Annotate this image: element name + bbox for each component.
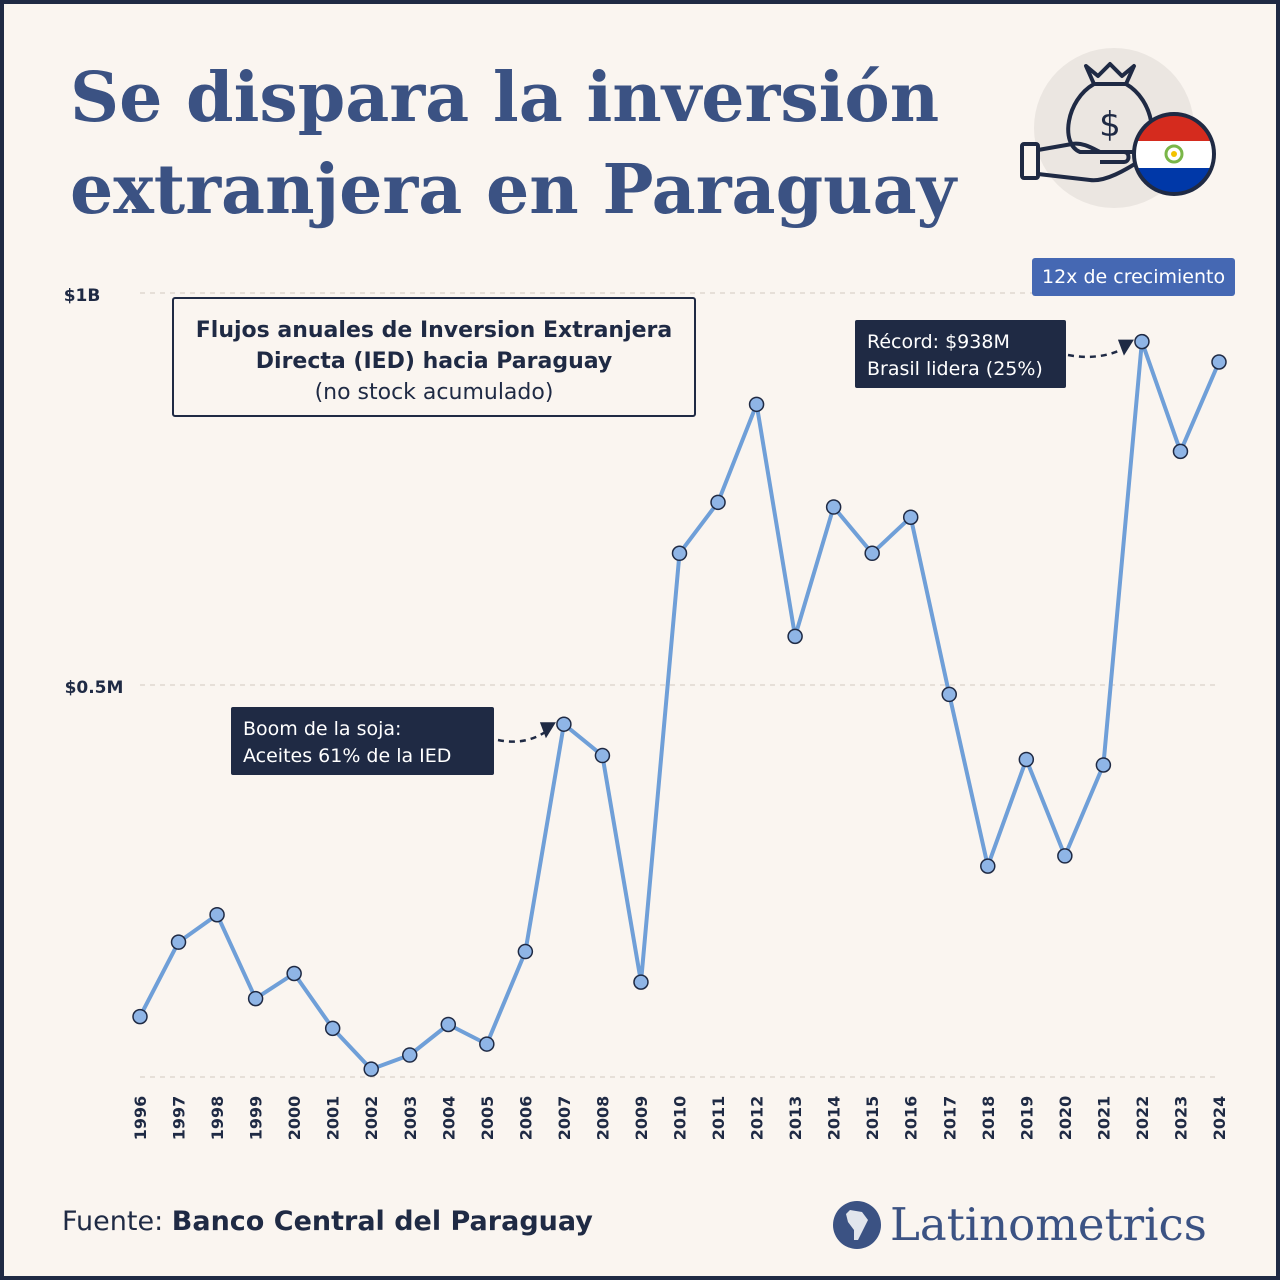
brand-name: Latinometrics <box>890 1198 1207 1251</box>
source-name: Banco Central del Paraguay <box>171 1206 593 1237</box>
data-point <box>556 716 572 732</box>
data-point <box>748 396 765 413</box>
data-point <box>787 628 803 645</box>
x-tick-label: 2015 <box>863 1096 882 1141</box>
x-tick-label: 2007 <box>555 1096 574 1141</box>
soy-callout-arrow <box>497 729 549 743</box>
data-point <box>594 747 611 764</box>
data-point <box>1095 757 1112 773</box>
data-point <box>517 943 534 960</box>
data-point <box>825 499 842 515</box>
data-point <box>440 1016 457 1033</box>
x-tick-label: 2024 <box>1210 1096 1229 1141</box>
x-tick-label: 2014 <box>825 1096 844 1141</box>
x-tick-label: 2022 <box>1133 1096 1152 1141</box>
data-point <box>864 545 880 562</box>
chart-subtitle-box: Flujos anuales de Inversion Extranjera D… <box>172 297 696 417</box>
x-tick-label: 2023 <box>1171 1096 1190 1141</box>
data-point <box>1057 848 1073 864</box>
brand-logo: Latinometrics <box>832 1198 1207 1251</box>
x-tick-label: 2016 <box>902 1096 921 1141</box>
x-tick-label: 1998 <box>208 1096 227 1141</box>
x-tick-label: 2002 <box>362 1096 381 1141</box>
data-point <box>209 906 225 923</box>
title-line-2: extranjera en Paraguay <box>70 150 957 230</box>
data-point <box>902 509 919 525</box>
x-tick-label: 2011 <box>709 1096 728 1141</box>
series-line <box>138 339 1221 1072</box>
data-point <box>324 1020 341 1037</box>
data-point <box>671 545 688 562</box>
x-tick-label: 2019 <box>1017 1096 1036 1141</box>
data-point <box>1172 443 1189 460</box>
x-tick-label: 2006 <box>516 1096 535 1141</box>
x-tick-label: 1996 <box>131 1096 150 1141</box>
title-line-1: Se dispara la inversión <box>70 58 940 138</box>
record-callout-arrow-head <box>1117 339 1134 356</box>
x-tick-label: 2018 <box>979 1096 998 1141</box>
x-tick-label: 2010 <box>671 1096 690 1141</box>
x-tick-label: 1999 <box>247 1096 266 1141</box>
data-point <box>402 1047 418 1063</box>
record-callout-line-1: Récord: $938M <box>867 331 1010 353</box>
data-point <box>286 965 302 982</box>
page-title: Se dispara la inversión extranjera en Pa… <box>70 52 970 236</box>
x-tick-label: 2012 <box>748 1096 767 1141</box>
x-tick-label: 2021 <box>1094 1096 1113 1141</box>
record-callout-arrow <box>1067 346 1127 359</box>
header-illustration: $ <box>1020 48 1220 218</box>
data-point <box>363 1061 379 1077</box>
data-point <box>132 1008 148 1025</box>
subtitle-line-2: Directa (IED) hacia Paraguay <box>255 349 613 374</box>
data-point <box>710 494 726 511</box>
subtitle-line-1: Flujos anuales de Inversion Extranjera <box>195 318 673 343</box>
data-point <box>980 858 996 874</box>
data-point <box>633 974 649 990</box>
x-tick-label: 2004 <box>439 1096 458 1141</box>
x-tick-label: 2013 <box>786 1096 805 1141</box>
data-point <box>479 1036 495 1052</box>
y-tick-label: $0.5M <box>65 678 124 698</box>
x-tick-label: 2017 <box>940 1096 959 1141</box>
soy-callout-line-2: Aceites 61% de la IED <box>243 745 452 767</box>
x-tick-label: 2009 <box>632 1096 651 1141</box>
x-tick-label: 2008 <box>593 1096 612 1141</box>
data-point <box>1211 354 1227 370</box>
growth-badge: 12x de crecimiento <box>1032 258 1236 296</box>
y-tick-label: $1B <box>64 286 101 306</box>
x-tick-label: 2020 <box>1056 1096 1075 1141</box>
record-callout: Récord: $938M Brasil lidera (25%) <box>855 320 1066 388</box>
source-footer: Fuente: Banco Central del Paraguay <box>62 1206 593 1237</box>
data-point <box>170 934 187 950</box>
data-point <box>1018 751 1035 768</box>
record-callout-line-2: Brasil lidera (25%) <box>867 358 1043 380</box>
x-tick-label: 2000 <box>285 1096 304 1141</box>
x-tick-label: 2003 <box>401 1096 420 1141</box>
latinometrics-logo-icon <box>833 1200 881 1249</box>
source-label: Fuente: <box>62 1206 172 1237</box>
paraguay-flag-icon <box>1132 112 1216 196</box>
data-point <box>1134 333 1150 350</box>
subtitle-line-3: (no stock acumulado) <box>314 380 554 405</box>
x-tick-label: 1997 <box>170 1096 189 1141</box>
x-tick-label: 2005 <box>478 1096 497 1141</box>
soy-callout-arrow-head <box>539 722 556 739</box>
data-point <box>941 686 957 703</box>
soy-boom-callout: Boom de la soja: Aceites 61% de la IED <box>231 707 494 775</box>
soy-callout-line-1: Boom de la soja: <box>243 718 402 740</box>
x-tick-label: 2001 <box>324 1096 343 1141</box>
svg-text:$: $ <box>1099 105 1121 145</box>
data-point <box>247 990 264 1007</box>
